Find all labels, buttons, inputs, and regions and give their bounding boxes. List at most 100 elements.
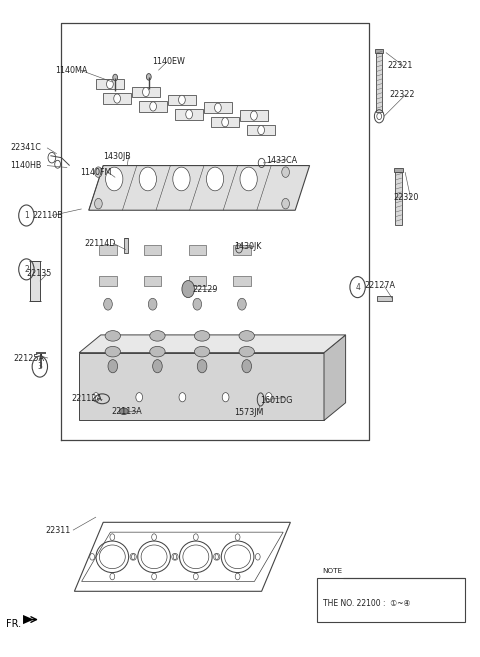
Circle shape [143,87,149,97]
Bar [233,276,251,286]
Circle shape [136,393,143,402]
Ellipse shape [105,346,120,357]
Text: 22112A: 22112A [71,394,102,403]
Text: 22311: 22311 [46,526,71,535]
Circle shape [114,94,120,103]
Text: NOTE: NOTE [323,568,343,574]
Circle shape [179,393,186,402]
Circle shape [95,198,102,209]
Bar [189,244,206,255]
Circle shape [107,79,113,89]
Ellipse shape [150,330,165,341]
Circle shape [113,74,118,81]
Bar [376,53,383,112]
Text: 1: 1 [24,211,29,220]
Polygon shape [168,95,196,105]
Text: 1140HB: 1140HB [11,161,42,170]
Ellipse shape [150,346,165,357]
Circle shape [222,393,229,402]
Polygon shape [132,87,160,97]
Text: 22114D: 22114D [84,238,115,248]
Text: THE NO. 22100 :  ①~④: THE NO. 22100 : ①~④ [323,599,410,608]
Polygon shape [96,79,124,89]
Circle shape [240,167,257,191]
Bar [375,49,384,53]
Circle shape [197,359,207,373]
Polygon shape [175,109,203,120]
Bar [395,172,402,225]
Ellipse shape [194,346,210,357]
Circle shape [238,298,246,310]
Text: FR.: FR. [6,619,22,629]
Ellipse shape [239,346,254,357]
Circle shape [265,393,272,402]
Text: 4: 4 [355,283,360,292]
Bar [233,244,251,255]
Bar [144,276,161,286]
Text: 1140FM: 1140FM [81,168,112,177]
Ellipse shape [120,408,128,415]
Bar [317,578,465,622]
Circle shape [206,167,224,191]
Text: 22341C: 22341C [11,143,41,152]
Text: 22127A: 22127A [365,281,396,290]
Text: 2: 2 [24,265,29,274]
Ellipse shape [194,330,210,341]
Circle shape [251,111,257,120]
Text: 1601DG: 1601DG [260,396,292,405]
Circle shape [108,359,118,373]
Polygon shape [79,353,324,420]
Circle shape [173,167,190,191]
Circle shape [148,298,157,310]
Bar [99,276,117,286]
Ellipse shape [105,330,120,341]
Polygon shape [324,335,346,420]
Polygon shape [79,335,346,353]
Bar [144,244,161,255]
Circle shape [106,167,123,191]
Text: 1140MA: 1140MA [55,66,87,75]
Circle shape [95,167,102,177]
Polygon shape [139,101,167,112]
Circle shape [139,167,156,191]
Text: 22320: 22320 [394,193,419,202]
Circle shape [153,359,162,373]
Circle shape [193,298,202,310]
Circle shape [282,198,289,209]
Text: 1430JB: 1430JB [103,152,131,161]
Text: 3: 3 [37,362,42,371]
Circle shape [93,393,99,402]
Text: 1140EW: 1140EW [153,57,185,66]
Circle shape [282,167,289,177]
Circle shape [222,118,228,127]
Circle shape [179,95,185,104]
Text: 1433CA: 1433CA [266,156,298,165]
Polygon shape [103,93,131,104]
Circle shape [182,281,194,298]
Circle shape [186,110,192,119]
Bar [99,244,117,255]
Text: 22321: 22321 [388,61,413,70]
Polygon shape [247,125,275,135]
Bar [124,238,128,253]
Bar [189,276,206,286]
Circle shape [215,103,221,112]
Text: 22110B: 22110B [33,211,63,220]
Text: 22129: 22129 [192,285,217,294]
Circle shape [150,102,156,111]
Text: 22113A: 22113A [112,407,143,417]
Text: 22125A: 22125A [13,353,45,363]
Polygon shape [23,615,34,624]
Bar [377,296,392,301]
Circle shape [104,298,112,310]
Circle shape [258,125,264,135]
Circle shape [146,74,151,80]
Polygon shape [240,110,268,121]
Polygon shape [89,166,310,210]
Polygon shape [211,117,239,127]
Bar [394,168,403,172]
Ellipse shape [239,330,254,341]
Text: 1573JM: 1573JM [234,408,263,417]
Polygon shape [204,102,232,113]
Text: 22135: 22135 [26,269,52,279]
